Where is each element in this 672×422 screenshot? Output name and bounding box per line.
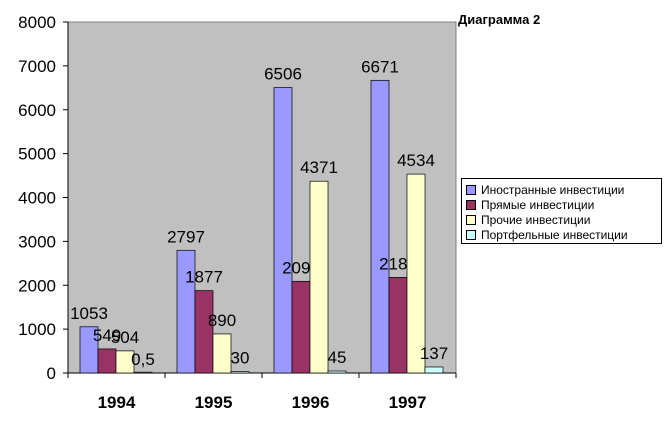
legend-label-foreign: Иностранные инвестиции xyxy=(481,182,625,197)
bar xyxy=(212,333,232,374)
legend: Иностранные инвестиции Прямые инвестиции… xyxy=(461,178,662,244)
bar xyxy=(230,371,250,374)
data-label: 1053 xyxy=(70,304,108,323)
data-label: 2797 xyxy=(167,227,205,246)
bar xyxy=(370,79,390,374)
bar xyxy=(309,180,329,374)
data-label: 549 xyxy=(93,326,121,345)
y-tick-label: 6000 xyxy=(18,101,56,120)
legend-item-direct: Прямые инвестиции xyxy=(466,197,657,212)
x-tick-label: 1996 xyxy=(292,393,330,412)
legend-swatch-other xyxy=(466,214,476,225)
y-tick-label: 2000 xyxy=(18,276,56,295)
bar xyxy=(97,348,117,374)
data-label: 4371 xyxy=(300,158,338,177)
bar xyxy=(406,173,426,374)
data-label: 504 xyxy=(111,328,139,347)
y-tick-label: 3000 xyxy=(18,232,56,251)
x-tick-label: 1994 xyxy=(98,393,136,412)
bar xyxy=(194,290,214,374)
bar xyxy=(133,371,153,374)
bar xyxy=(327,370,347,374)
data-label: 0,5 xyxy=(131,350,155,369)
data-label: 30 xyxy=(231,349,250,368)
data-label: 4534 xyxy=(397,151,435,170)
bar xyxy=(273,87,293,374)
y-tick-label: 4000 xyxy=(18,189,56,208)
y-tick-label: 1000 xyxy=(18,320,56,339)
legend-item-other: Прочие инвестиции xyxy=(466,212,657,227)
bar xyxy=(424,366,444,374)
data-label: 890 xyxy=(208,311,236,330)
y-tick-label: 7000 xyxy=(18,57,56,76)
y-tick-label: 5000 xyxy=(18,145,56,164)
y-tick-label: 8000 xyxy=(18,13,56,32)
legend-label-other: Прочие инвестиции xyxy=(481,212,591,227)
data-label: 6506 xyxy=(264,65,302,84)
legend-item-portfolio: Портфельные инвестиции xyxy=(466,227,657,242)
legend-swatch-direct xyxy=(466,199,476,210)
data-label: 137 xyxy=(420,344,448,363)
x-tick-label: 1995 xyxy=(195,393,233,412)
data-label: 6671 xyxy=(361,57,399,76)
legend-swatch-portfolio xyxy=(466,229,476,240)
bar xyxy=(291,280,311,374)
legend-item-foreign: Иностранные инвестиции xyxy=(466,182,657,197)
y-tick-label: 0 xyxy=(47,364,56,383)
chart-title: Диаграмма 2 xyxy=(458,12,541,27)
bar xyxy=(115,350,135,374)
data-label: 1877 xyxy=(185,268,223,287)
data-label: 45 xyxy=(328,348,347,367)
legend-label-direct: Прямые инвестиции xyxy=(481,197,595,212)
x-tick-label: 1997 xyxy=(389,393,427,412)
legend-label-portfolio: Портфельные инвестиции xyxy=(481,227,628,242)
bar xyxy=(388,277,408,374)
legend-swatch-foreign xyxy=(466,184,476,195)
